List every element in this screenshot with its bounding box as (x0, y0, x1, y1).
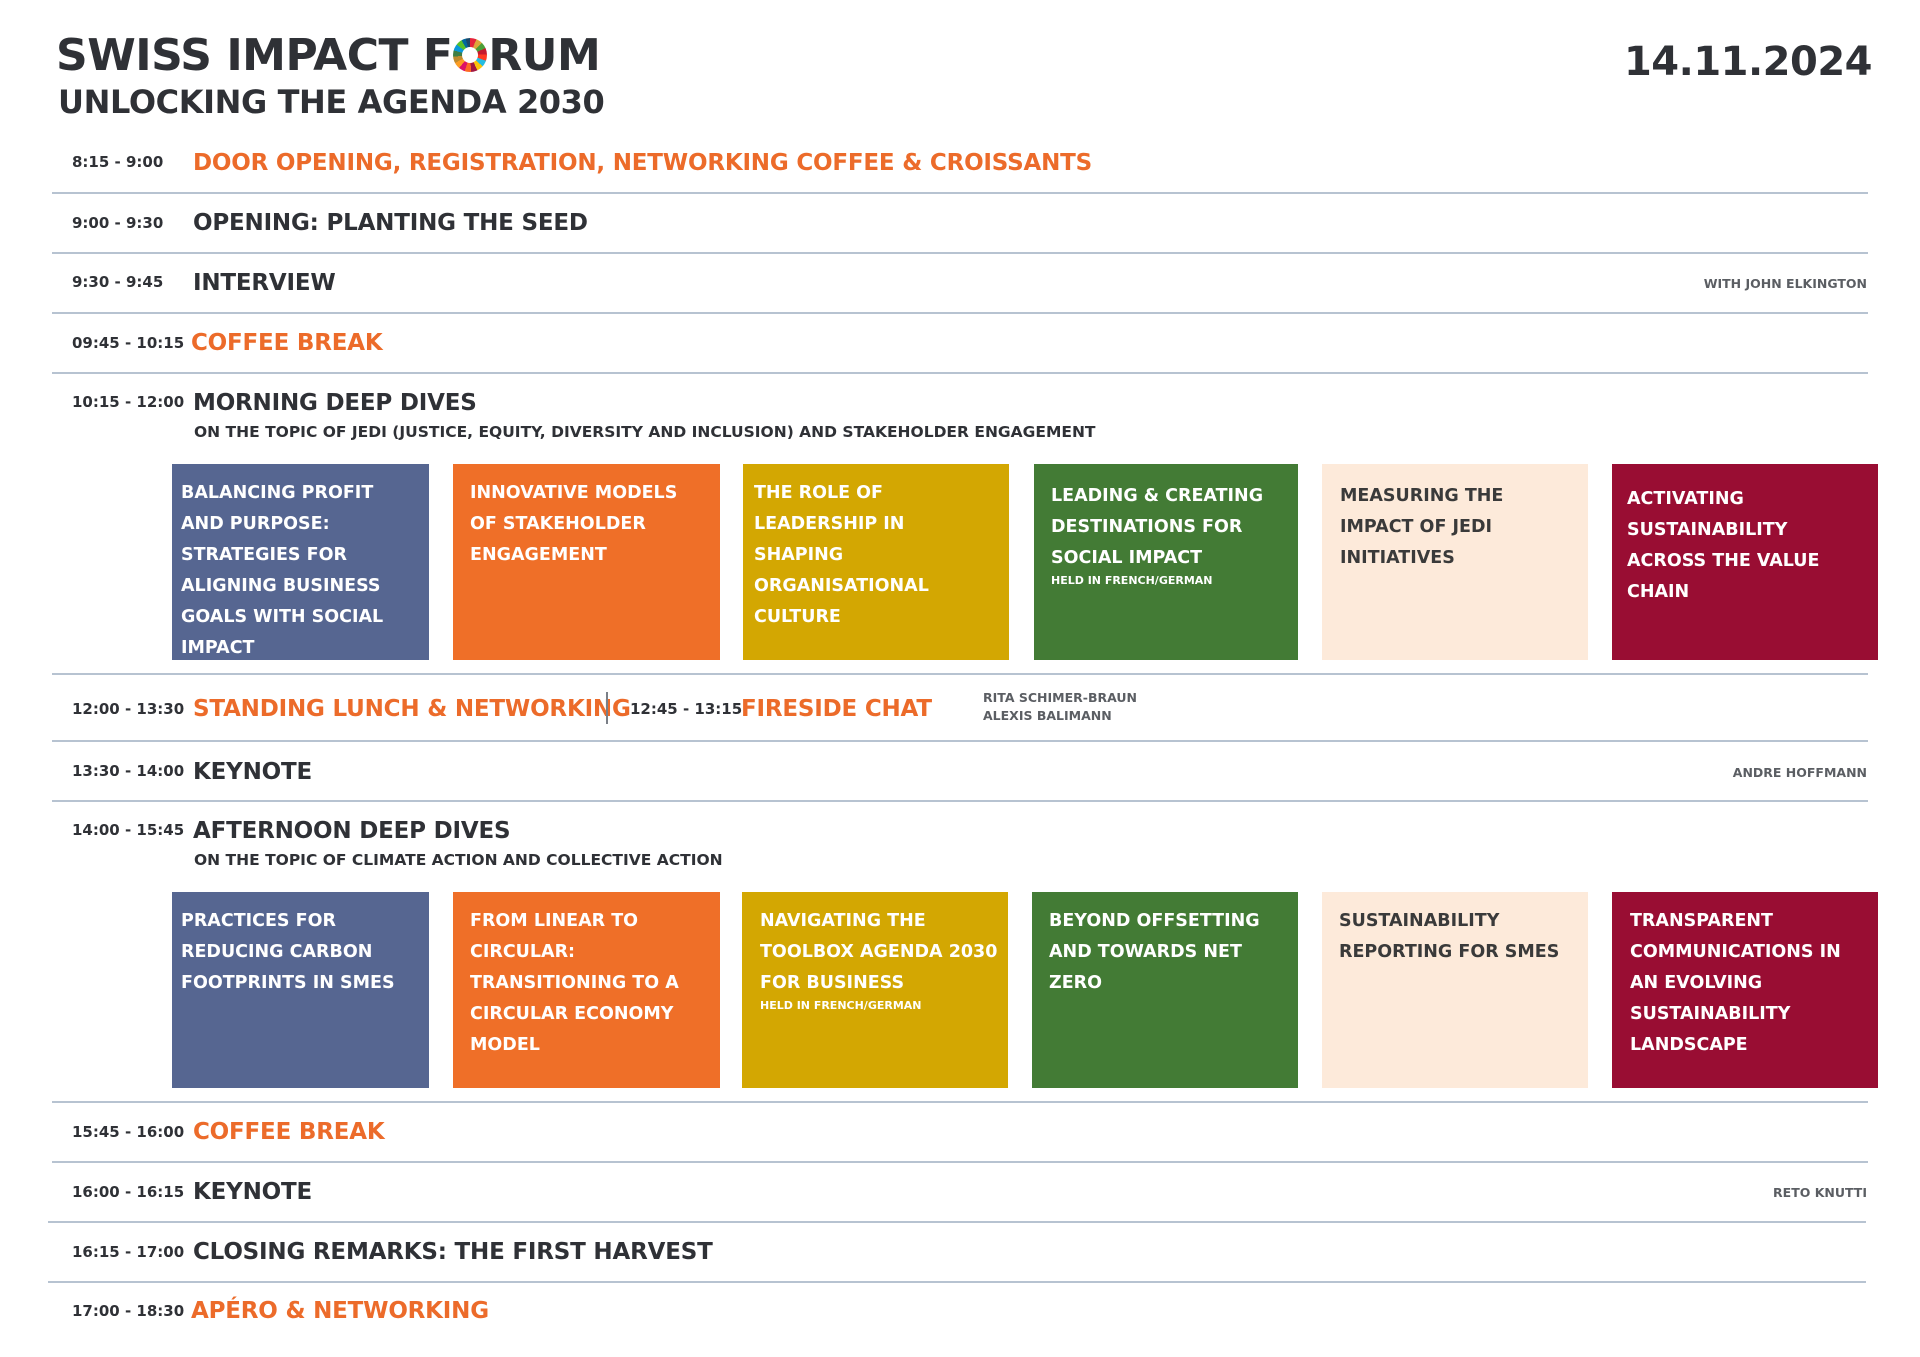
session-card[interactable]: BEYOND OFFSETTING AND TOWARDS NET ZERO (1032, 892, 1298, 1088)
time-slot: 15:45 - 16:00 (72, 1123, 185, 1141)
session-card[interactable]: THE ROLE OF LEADERSHIP IN SHAPING ORGANI… (743, 464, 1009, 660)
agenda-item-title: AFTERNOON DEEP DIVES (193, 818, 511, 844)
session-title: ACTIVATING SUSTAINABILITY ACROSS THE VAL… (1627, 489, 1820, 602)
session-title: LEADING & CREATING DESTINATIONS FOR SOCI… (1051, 486, 1264, 568)
session-title: FROM LINEAR TO CIRCULAR: TRANSITIONING T… (470, 911, 679, 1055)
agenda-item-title: COFFEE BREAK (191, 330, 383, 356)
agenda-item-title: INTERVIEW (193, 270, 336, 296)
agenda-item-title: STANDING LUNCH & NETWORKING (193, 696, 631, 722)
agenda-item-title: MORNING DEEP DIVES (193, 390, 477, 416)
session-card[interactable]: NAVIGATING THE TOOLBOX AGENDA 2030 FOR B… (742, 892, 1008, 1088)
agenda-item-title: FIRESIDE CHAT (741, 696, 932, 722)
session-title: THE ROLE OF LEADERSHIP IN SHAPING ORGANI… (754, 483, 929, 627)
time-slot: 13:30 - 14:00 (72, 762, 185, 780)
divider (52, 1101, 1868, 1103)
divider (48, 1281, 1866, 1283)
agenda-item-title: APÉRO & NETWORKING (191, 1298, 489, 1324)
session-title: TRANSPARENT COMMUNICATIONS IN AN EVOLVIN… (1630, 911, 1841, 1055)
session-card[interactable]: SUSTAINABILITY REPORTING FOR SMES (1322, 892, 1588, 1088)
agenda-item-title: KEYNOTE (193, 759, 312, 785)
vertical-separator (606, 692, 608, 724)
speaker-name: ANDRE HOFFMANN (1732, 765, 1867, 780)
event-subtitle: UNLOCKING THE AGENDA 2030 (58, 83, 605, 121)
time-slot: 09:45 - 10:15 (72, 334, 185, 352)
divider (52, 252, 1868, 254)
session-title: NAVIGATING THE TOOLBOX AGENDA 2030 FOR B… (760, 911, 998, 993)
agenda-item-title: DOOR OPENING, REGISTRATION, NETWORKING C… (193, 150, 1092, 176)
event-title: SWISS IMPACT F RUM (56, 30, 601, 81)
session-card[interactable]: INNOVATIVE MODELS OF STAKEHOLDER ENGAGEM… (453, 464, 720, 660)
session-title: SUSTAINABILITY REPORTING FOR SMES (1339, 911, 1560, 962)
time-slot: 14:00 - 15:45 (72, 821, 185, 839)
time-slot: 16:00 - 16:15 (72, 1183, 185, 1201)
session-language-note: HELD IN FRENCH/GERMAN (760, 999, 922, 1012)
divider (52, 673, 1868, 675)
session-card[interactable]: FROM LINEAR TO CIRCULAR: TRANSITIONING T… (453, 892, 720, 1088)
divider (52, 192, 1868, 194)
session-card[interactable]: TRANSPARENT COMMUNICATIONS IN AN EVOLVIN… (1612, 892, 1878, 1088)
session-card[interactable]: BALANCING PROFIT AND PURPOSE: STRATEGIES… (172, 464, 429, 660)
session-card[interactable]: ACTIVATING SUSTAINABILITY ACROSS THE VAL… (1612, 464, 1878, 660)
time-slot: 12:45 - 13:15 (630, 700, 743, 718)
speaker-name: RITA SCHIMER-BRAUN ALEXIS BALIMANN (983, 690, 1137, 723)
agenda-item-title: COFFEE BREAK (193, 1119, 385, 1145)
divider (52, 372, 1868, 374)
session-language-note: HELD IN FRENCH/GERMAN (1051, 574, 1213, 587)
session-title: MEASURING THE IMPACT OF JEDI INITIATIVES (1340, 486, 1504, 568)
session-title: INNOVATIVE MODELS OF STAKEHOLDER ENGAGEM… (470, 483, 678, 565)
session-card[interactable]: LEADING & CREATING DESTINATIONS FOR SOCI… (1034, 464, 1298, 660)
divider (52, 800, 1868, 802)
agenda-item-title: CLOSING REMARKS: THE FIRST HARVEST (193, 1239, 713, 1265)
session-card[interactable]: MEASURING THE IMPACT OF JEDI INITIATIVES (1322, 464, 1588, 660)
time-slot: 17:00 - 18:30 (72, 1302, 185, 1320)
time-slot: 9:00 - 9:30 (72, 214, 164, 232)
event-date: 14.11.2024 (1623, 39, 1873, 85)
session-card[interactable]: PRACTICES FOR REDUCING CARBON FOOTPRINTS… (172, 892, 429, 1088)
speaker-name: RETO KNUTTI (1773, 1185, 1867, 1200)
agenda-item-title: OPENING: PLANTING THE SEED (193, 210, 588, 236)
agenda-item-title: KEYNOTE (193, 1179, 312, 1205)
divider (52, 1161, 1868, 1163)
time-slot: 16:15 - 17:00 (72, 1243, 185, 1261)
divider (52, 312, 1868, 314)
divider (48, 1221, 1866, 1223)
speaker-name: WITH JOHN ELKINGTON (1703, 276, 1867, 291)
time-slot: 9:30 - 9:45 (72, 273, 164, 291)
session-title: BALANCING PROFIT AND PURPOSE: STRATEGIES… (181, 483, 384, 658)
session-title: BEYOND OFFSETTING AND TOWARDS NET ZERO (1049, 911, 1260, 993)
time-slot: 8:15 - 9:00 (72, 153, 164, 171)
session-title: PRACTICES FOR REDUCING CARBON FOOTPRINTS… (181, 911, 395, 993)
sdg-wheel-icon (453, 38, 488, 72)
divider (52, 740, 1868, 742)
time-slot: 10:15 - 12:00 (72, 393, 185, 411)
agenda-item-subtopic: ON THE TOPIC OF JEDI (JUSTICE, EQUITY, D… (194, 423, 1096, 441)
time-slot: 12:00 - 13:30 (72, 700, 185, 718)
agenda-item-subtopic: ON THE TOPIC OF CLIMATE ACTION AND COLLE… (194, 851, 723, 869)
